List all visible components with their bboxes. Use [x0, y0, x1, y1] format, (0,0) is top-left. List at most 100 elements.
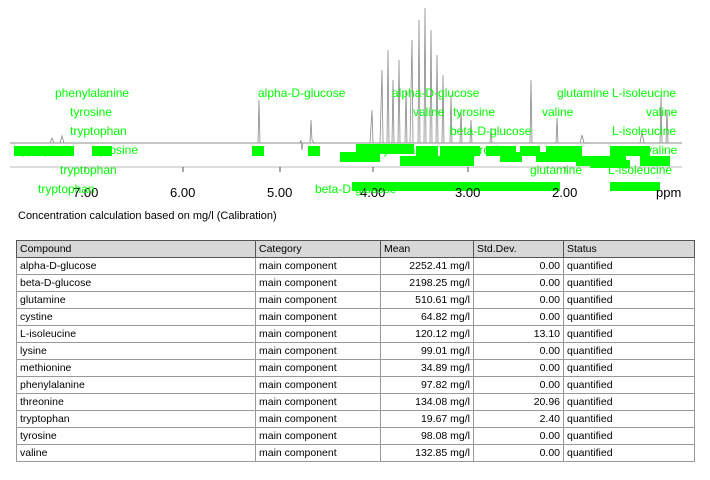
- peak-label: alpha-D-glucose: [392, 86, 480, 100]
- table-row: cystine main component 64.82 mg/l 0.00 quant…: [16, 308, 695, 326]
- cell-compound: valine: [16, 444, 256, 462]
- cell-category: main component: [255, 342, 381, 360]
- cell-status: quantified: [563, 427, 695, 445]
- peak-label: tryptophan: [70, 124, 127, 138]
- peak-label: tyrosine: [96, 143, 138, 157]
- peak-label: phenylalanine: [55, 86, 129, 100]
- cell-status: quantified: [563, 257, 695, 275]
- cell-mean: 64.82 mg/l: [380, 308, 474, 326]
- table-row: threonine main component 134.08 mg/l 20.96 q…: [16, 393, 695, 411]
- cell-category: main component: [255, 410, 381, 428]
- cell-mean: 120.12 mg/l: [380, 325, 474, 343]
- cell-mean: 132.85 mg/l: [380, 444, 474, 462]
- cell-stddev: 0.00: [473, 274, 564, 292]
- col-header-mean: Mean: [380, 240, 474, 258]
- axis-unit: ppm: [656, 185, 681, 200]
- peak-label: alpha-D-glucose: [258, 86, 346, 100]
- peak-label: tryptophan: [38, 182, 95, 196]
- cell-compound: tyrosine: [16, 427, 256, 445]
- cell-mean: 98.08 mg/l: [380, 427, 474, 445]
- cell-status: quantified: [563, 410, 695, 428]
- cell-status: quantified: [563, 308, 695, 326]
- cell-category: main component: [255, 444, 381, 462]
- tick-label-4: 4.00: [360, 185, 385, 200]
- cell-stddev: 0.00: [473, 308, 564, 326]
- cell-compound: L-isoleucine: [16, 325, 256, 343]
- col-header-category: Category: [255, 240, 381, 258]
- cell-status: quantified: [563, 444, 695, 462]
- cell-mean: 2252.41 mg/l: [380, 257, 474, 275]
- cell-compound: threonine: [16, 393, 256, 411]
- peak-label: tyrosine: [470, 143, 512, 157]
- peak-label: L-isoleucine: [608, 163, 672, 177]
- peak-region-markers: [14, 144, 670, 191]
- peak-label: L-isoleucine: [612, 86, 676, 100]
- cell-mean: 134.08 mg/l: [380, 393, 474, 411]
- calculation-caption: Concentration calculation based on mg/l …: [18, 210, 277, 222]
- cell-mean: 19.67 mg/l: [380, 410, 474, 428]
- peak-label: beta-D-glucose: [315, 182, 397, 196]
- cell-status: quantified: [563, 393, 695, 411]
- tick-label-6: 6.00: [170, 185, 195, 200]
- cell-stddev: 2.40: [473, 410, 564, 428]
- cell-category: main component: [255, 376, 381, 394]
- cell-compound: methionine: [16, 359, 256, 377]
- cell-stddev: 0.00: [473, 342, 564, 360]
- concentration-table: Compound Category Mean Std.Dev. Status a…: [16, 240, 695, 462]
- table-row: lysine main component 99.01 mg/l 0.00 quanti…: [16, 342, 695, 360]
- table-row: beta-D-glucose main component 2198.25 mg/l…: [16, 274, 695, 292]
- col-header-status: Status: [563, 240, 695, 258]
- peak-label: L-isoleucine: [612, 124, 676, 138]
- cell-category: main component: [255, 359, 381, 377]
- col-header-stddev: Std.Dev.: [473, 240, 564, 258]
- cell-mean: 34.89 mg/l: [380, 359, 474, 377]
- cell-category: main component: [255, 274, 381, 292]
- tick-label-7: 7.00: [73, 185, 98, 200]
- peak-label: glutamine: [530, 163, 582, 177]
- cell-category: main component: [255, 308, 381, 326]
- table-row: valine main component 132.85 mg/l 0.00 quant…: [16, 444, 695, 462]
- cell-compound: glutamine: [16, 291, 256, 309]
- cell-compound: alpha-D-glucose: [16, 257, 256, 275]
- peak-label: valine: [646, 143, 678, 157]
- axis-ticks: [84, 167, 566, 172]
- peak-label: beta-D-glucose: [450, 124, 532, 138]
- cell-status: quantified: [563, 291, 695, 309]
- peak-label: tyrosine: [70, 105, 112, 119]
- cell-status: quantified: [563, 376, 695, 394]
- cell-compound: lysine: [16, 342, 256, 360]
- cell-category: main component: [255, 291, 381, 309]
- cell-stddev: 0.00: [473, 359, 564, 377]
- tick-label-2: 2.00: [552, 185, 577, 200]
- cell-mean: 99.01 mg/l: [380, 342, 474, 360]
- table-row: alpha-D-glucose main component 2252.41 mg/…: [16, 257, 695, 275]
- cell-compound: beta-D-glucose: [16, 274, 256, 292]
- cell-category: main component: [255, 393, 381, 411]
- spectrum-trace: [10, 7, 682, 151]
- cell-compound: cystine: [16, 308, 256, 326]
- peak-label: tryptophan: [14, 143, 71, 157]
- cell-status: quantified: [563, 359, 695, 377]
- cell-category: main component: [255, 257, 381, 275]
- peak-label: valine: [542, 105, 574, 119]
- cell-stddev: 13.10: [473, 325, 564, 343]
- peak-label: tryptophan: [60, 163, 117, 177]
- table-row: phenylalanine main component 97.82 mg/l 0.0…: [16, 376, 695, 394]
- cell-status: quantified: [563, 274, 695, 292]
- cell-mean: 97.82 mg/l: [380, 376, 474, 394]
- peak-label: tyrosine: [453, 105, 495, 119]
- cell-compound: tryptophan: [16, 410, 256, 428]
- cell-stddev: 0.00: [473, 291, 564, 309]
- cell-status: quantified: [563, 325, 695, 343]
- cell-mean: 510.61 mg/l: [380, 291, 474, 309]
- cell-compound: phenylalanine: [16, 376, 256, 394]
- table-row: methionine main component 34.89 mg/l 0.00 qu…: [16, 359, 695, 377]
- nmr-spectrum-plot: 7.00 6.00 5.00 4.00 3.00 2.00 ppm phenyl…: [10, 7, 682, 200]
- tick-label-5: 5.00: [267, 185, 292, 200]
- cell-stddev: 0.00: [473, 257, 564, 275]
- table-row: tryptophan main component 19.67 mg/l 2.40 qu…: [16, 410, 695, 428]
- cell-category: main component: [255, 427, 381, 445]
- cell-category: main component: [255, 325, 381, 343]
- tick-label-3: 3.00: [455, 185, 480, 200]
- cell-mean: 2198.25 mg/l: [380, 274, 474, 292]
